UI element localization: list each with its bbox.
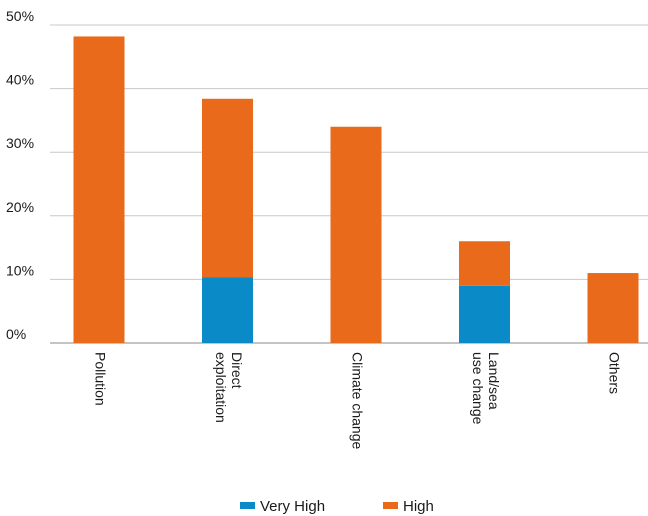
y-tick-label: 50% <box>6 8 34 24</box>
legend: Very High High <box>240 498 434 515</box>
legend-swatch <box>383 502 398 509</box>
y-tick-label: 0% <box>6 326 26 342</box>
legend-label: Very High <box>260 498 325 515</box>
bar-high <box>587 273 639 343</box>
legend-label: High <box>403 498 434 515</box>
x-category-label: use change <box>470 352 486 425</box>
x-category-label: Pollution <box>92 352 108 406</box>
x-category-label: Others <box>606 352 622 394</box>
bars <box>73 36 639 343</box>
x-category-label: Land/sea <box>486 352 502 410</box>
bar-high <box>459 241 510 286</box>
bar-high <box>330 126 382 343</box>
y-tick-label: 30% <box>6 135 34 151</box>
bar-very-high <box>459 285 510 343</box>
legend-swatch <box>240 502 255 509</box>
x-category-label: exploitation <box>213 352 229 423</box>
x-category-label: Climate change <box>349 352 365 449</box>
x-category-label: Direct <box>229 352 245 389</box>
y-tick-label: 40% <box>6 72 34 88</box>
y-tick-label: 10% <box>6 262 34 278</box>
bar-high <box>73 36 125 343</box>
bar-very-high <box>202 277 253 343</box>
bar-high <box>202 98 253 278</box>
y-tick-label: 20% <box>6 199 34 215</box>
y-axis-ticks: 0% 10% 20% 30% 40% 50% <box>6 8 34 342</box>
